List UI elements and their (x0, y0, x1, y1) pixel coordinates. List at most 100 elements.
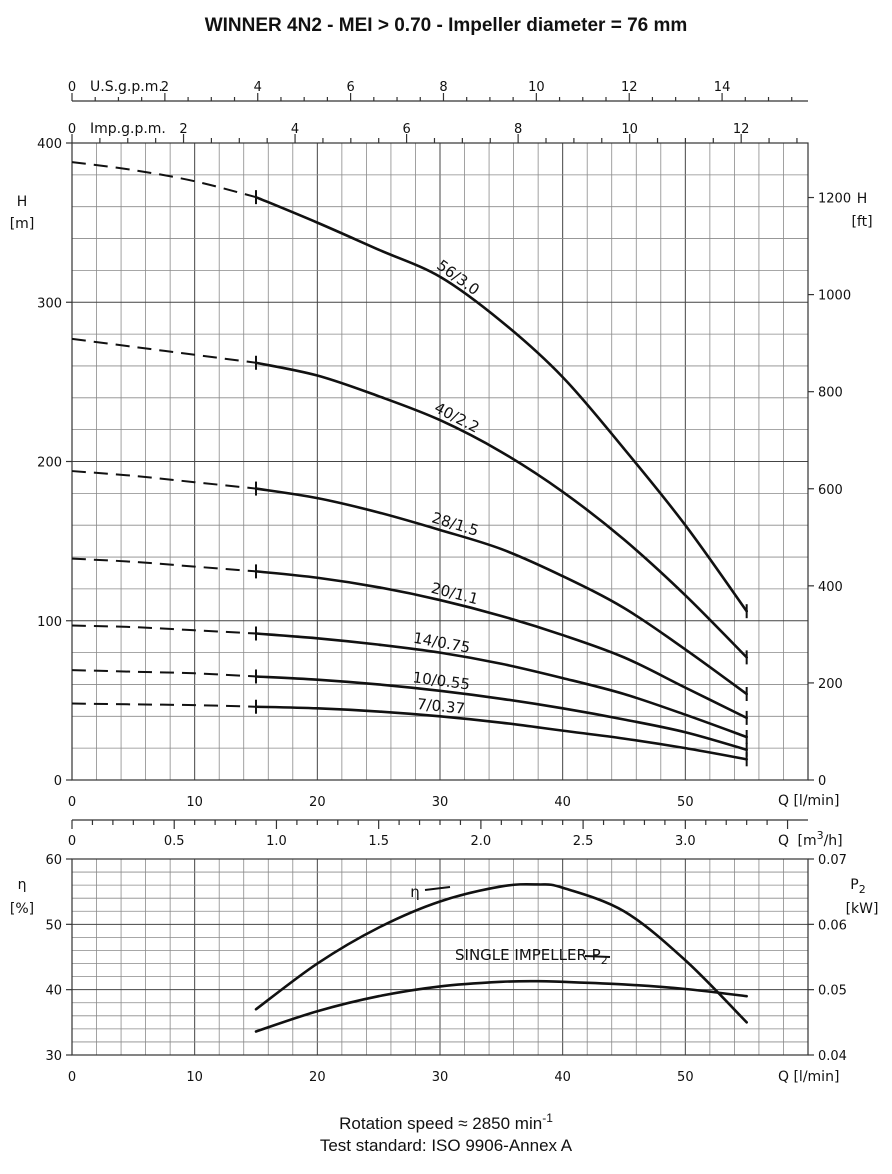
y-tick-label: 300 (37, 296, 62, 311)
power-axis-unit: [kW] (846, 901, 879, 917)
efficiency-curve-label: η (410, 883, 420, 901)
m3h-tick-label: 1.0 (266, 834, 287, 849)
efficiency-power-curves (254, 882, 748, 1033)
rotation-speed-note: Rotation speed ≈ 2850 min-1 (339, 1111, 553, 1133)
efficiency-chart-grid (71, 858, 809, 1056)
x-tick-label: 0 (68, 795, 76, 810)
impgpm-tick-label: 12 (733, 122, 750, 137)
power-axis-label: P2 (850, 877, 865, 896)
impgpm-axis-label: Imp.g.p.m. (90, 121, 166, 137)
head-left-axis-unit: [m] (10, 216, 35, 232)
m3h-axis-label-unit: [m (797, 833, 816, 849)
head-curve-label: 40/2.2 (431, 399, 482, 437)
eff-y-tick-label: 50 (45, 918, 62, 933)
chart-title: WINNER 4N2 - MEI > 0.70 - Impeller diame… (205, 15, 688, 36)
usgpm-tick-label: 0 (68, 80, 76, 95)
efficiency-label-leader (424, 886, 451, 891)
single-impeller-power-label-sub: 2 (601, 954, 608, 967)
head-x-axis-label: Q [l/min] (778, 793, 839, 809)
head-curve-7-0-37 (254, 705, 748, 761)
head-curve-shutoff-dashed (71, 624, 257, 635)
usgpm-axis-label: U.S.g.p.m. (90, 79, 163, 95)
eff-x-tick-label: 10 (186, 1070, 203, 1085)
head-curve-20-1-1 (254, 570, 748, 720)
power-axis-label-p: P (850, 877, 858, 893)
x-tick-label: 10 (186, 795, 203, 810)
usgpm-tick-label: 14 (714, 80, 731, 95)
eff-y-tick-label: 30 (45, 1049, 62, 1064)
ft-tick-label: 600 (818, 483, 843, 498)
head-curves: 56/3.040/2.228/1.520/1.114/0.7510/0.557/… (71, 161, 748, 767)
usgpm-tick-label: 4 (254, 80, 262, 95)
head-curve-40-2-2 (254, 361, 748, 659)
single-impeller-power-label: SINGLE IMPELLER P2 (455, 946, 608, 967)
head-curve-10-0-55 (254, 675, 748, 752)
m3h-tick-label: 3.0 (675, 834, 696, 849)
ft-tick-label: 400 (818, 580, 843, 595)
m3h-tick-label: 2.0 (471, 834, 492, 849)
head-curve-56-3-0 (254, 195, 748, 613)
eff-y-tick-label: 60 (45, 853, 62, 868)
ft-tick-label: 1200 (818, 192, 851, 207)
head-curve-shutoff-dashed (71, 669, 257, 678)
impgpm-tick-label: 10 (621, 122, 638, 137)
usgpm-tick-label: 6 (346, 80, 354, 95)
x-tick-label: 40 (554, 795, 571, 810)
power-tick-label: 0.07 (818, 853, 847, 868)
head-curve-shutoff-dashed (71, 557, 257, 573)
usgpm-tick-label: 12 (621, 80, 638, 95)
m3h-axis-label-q: Q (778, 833, 789, 849)
m3h-axis-label: Q [m3/h] (778, 829, 843, 849)
head-right-axis-unit: [ft] (851, 214, 872, 230)
y-tick-label: 100 (37, 615, 62, 630)
efficiency-curve (254, 882, 748, 1024)
m3h-axis-label-sup: 3 (817, 829, 824, 842)
single-impeller-power-curve (254, 979, 748, 1033)
m3h-tick-label: 0.5 (164, 834, 185, 849)
y-tick-label: 400 (37, 137, 62, 152)
efficiency-axis-unit: [%] (10, 901, 34, 917)
ft-tick-label: 800 (818, 386, 843, 401)
head-curve-14-0-75 (254, 632, 748, 739)
power-tick-label: 0.06 (818, 918, 847, 933)
impgpm-tick-label: 2 (179, 122, 187, 137)
head-curve-shutoff-dashed (71, 470, 257, 490)
ft-tick-label: 1000 (818, 289, 851, 304)
head-curve-shutoff-dashed (71, 161, 257, 199)
power-axis-label-sub: 2 (859, 883, 866, 896)
rotation-speed-text: Rotation speed ≈ 2850 min (339, 1114, 542, 1133)
test-standard-note: Test standard: ISO 9906-Annex A (320, 1136, 573, 1155)
efficiency-axis-label: η (18, 877, 27, 893)
x-tick-label: 50 (677, 795, 694, 810)
impgpm-tick-label: 8 (514, 122, 522, 137)
m3h-tick-label: 1.5 (368, 834, 389, 849)
m3h-tick-label: 2.5 (573, 834, 594, 849)
ft-tick-label: 0 (818, 774, 826, 789)
m3h-axis-label-end: /h] (824, 833, 843, 849)
power-tick-label: 0.04 (818, 1049, 847, 1064)
usgpm-tick-label: 10 (528, 80, 545, 95)
head-curve-shutoff-dashed (71, 702, 257, 708)
m3h-tick-label: 0 (68, 834, 76, 849)
head-curve-shutoff-dashed (71, 337, 257, 364)
single-impeller-power-label-text: SINGLE IMPELLER P (455, 946, 601, 964)
power-tick-label: 0.05 (818, 984, 847, 999)
ft-tick-label: 200 (818, 677, 843, 692)
efficiency-x-axis-label: Q [l/min] (778, 1069, 839, 1085)
eff-x-tick-label: 50 (677, 1070, 694, 1085)
head-curve-label: 7/0.37 (416, 695, 466, 718)
eff-x-tick-label: 40 (554, 1070, 571, 1085)
head-curve-28-1-5 (254, 487, 748, 696)
power-label-leader (584, 955, 611, 958)
efficiency-chart-frame (71, 858, 809, 1056)
x-tick-label: 20 (309, 795, 326, 810)
rotation-speed-exponent: -1 (542, 1111, 553, 1125)
x-tick-label: 30 (432, 795, 449, 810)
impgpm-tick-label: 4 (291, 122, 299, 137)
head-right-axis-label: H (857, 191, 868, 207)
usgpm-tick-label: 2 (161, 80, 169, 95)
eff-x-tick-label: 20 (309, 1070, 326, 1085)
impgpm-tick-label: 6 (402, 122, 410, 137)
eff-y-tick-label: 40 (45, 984, 62, 999)
